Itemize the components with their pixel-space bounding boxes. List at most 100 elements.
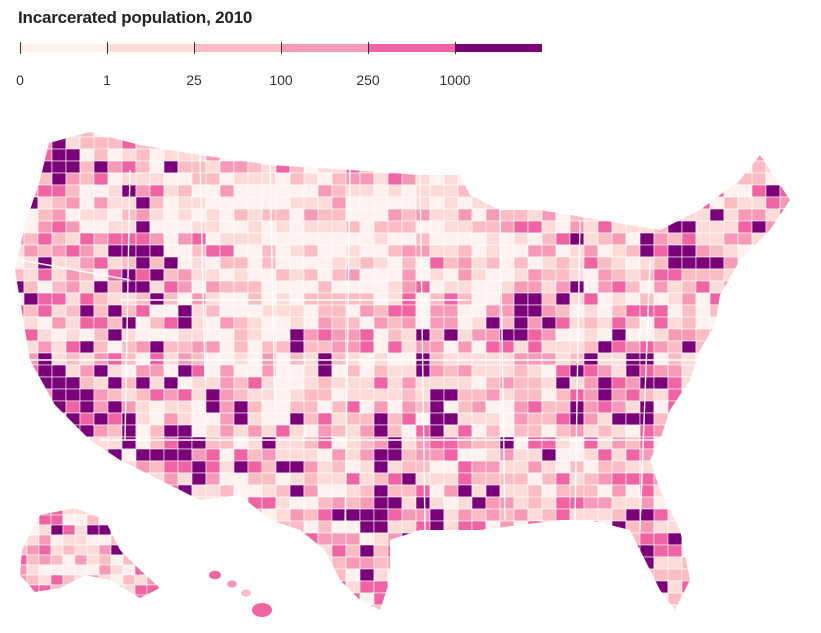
- county-cell: [737, 556, 753, 570]
- county-cell: [110, 564, 124, 576]
- county-cell: [219, 472, 235, 486]
- county-cell: [345, 136, 361, 150]
- county-cell: [107, 496, 123, 510]
- county-cell: [681, 460, 697, 474]
- county-cell: [275, 304, 291, 318]
- county-cell: [205, 436, 221, 450]
- county-cell: [681, 208, 697, 222]
- county-cell: [709, 280, 725, 294]
- county-cell: [219, 604, 235, 610]
- county-cell: [275, 556, 291, 570]
- county-cell: [107, 376, 123, 390]
- county-cell: [709, 460, 725, 474]
- county-cell: [317, 280, 333, 294]
- county-cell: [527, 208, 543, 222]
- county-cell: [695, 448, 711, 462]
- county-cell: [79, 208, 95, 222]
- county-cell: [541, 484, 557, 498]
- county-cell: [15, 580, 25, 594]
- county-cell: [541, 532, 557, 546]
- county-cell: [149, 508, 165, 522]
- county-cell: [98, 524, 112, 536]
- county-cell: [107, 280, 123, 294]
- county-cell: [359, 400, 375, 414]
- county-cell: [177, 520, 193, 534]
- county-cell: [723, 340, 739, 354]
- county-cell: [415, 280, 431, 294]
- county-cell: [737, 256, 753, 270]
- county-cell: [233, 568, 249, 582]
- county-cell: [15, 604, 25, 610]
- county-cell: [205, 304, 221, 318]
- county-cell: [233, 532, 249, 546]
- county-cell: [723, 256, 739, 270]
- county-cell: [695, 472, 711, 486]
- county-cell: [191, 580, 207, 594]
- county-cell: [597, 580, 613, 594]
- county-cell: [415, 292, 431, 306]
- county-cell: [737, 592, 753, 606]
- county-cell: [765, 544, 781, 558]
- county-cell: [794, 533, 808, 545]
- county-cell: [527, 160, 543, 174]
- county-cell: [555, 484, 571, 498]
- county-cell: [751, 328, 767, 342]
- county-cell: [443, 132, 459, 138]
- county-cell: [611, 280, 627, 294]
- county-cell: [401, 352, 417, 366]
- county-cell: [233, 556, 249, 570]
- county-cell: [513, 256, 529, 270]
- county-cell: [289, 400, 305, 414]
- county-cell: [401, 532, 417, 546]
- county-cell: [331, 292, 347, 306]
- county-cell: [485, 148, 501, 162]
- county-cell: [65, 592, 81, 606]
- county-cell: [527, 412, 543, 426]
- county-cell: [359, 604, 375, 610]
- county-cell: [93, 460, 109, 474]
- county-cell: [765, 316, 781, 330]
- county-cell: [415, 172, 431, 186]
- county-cell: [205, 424, 221, 438]
- county-cell: [331, 232, 347, 246]
- county-cell: [695, 352, 711, 366]
- county-cell: [15, 472, 25, 486]
- county-cell: [121, 132, 137, 138]
- county-cell: [583, 280, 599, 294]
- county-cell: [107, 460, 123, 474]
- county-cell: [485, 316, 501, 330]
- county-cell: [37, 352, 53, 366]
- county-cell: [765, 292, 781, 306]
- county-cell: [485, 520, 501, 534]
- county-cell: [15, 484, 25, 498]
- county-cell: [794, 293, 808, 305]
- county-cell: [79, 184, 95, 198]
- county-cell: [765, 340, 781, 354]
- county-cell: [51, 472, 67, 486]
- county-cell: [569, 592, 585, 606]
- county-cell: [794, 437, 808, 449]
- county-cell: [65, 136, 81, 150]
- county-cell: [499, 592, 515, 606]
- county-cell: [38, 574, 52, 586]
- county-cell: [233, 148, 249, 162]
- county-cell: [527, 508, 543, 522]
- county-cell: [499, 256, 515, 270]
- county-cell: [597, 208, 613, 222]
- county-cell: [373, 172, 389, 186]
- county-cell: [527, 544, 543, 558]
- county-cell: [23, 148, 39, 162]
- county-cell: [261, 400, 277, 414]
- county-cell: [65, 292, 81, 306]
- county-cell: [373, 604, 389, 610]
- county-cell: [555, 280, 571, 294]
- county-cell: [15, 592, 25, 606]
- county-cell: [373, 424, 389, 438]
- county-cell: [177, 132, 193, 138]
- county-cell: [401, 520, 417, 534]
- county-cell: [583, 412, 599, 426]
- county-cell: [177, 376, 193, 390]
- hawaii-island: [227, 580, 237, 588]
- county-cell: [653, 268, 669, 282]
- county-cell: [79, 580, 95, 594]
